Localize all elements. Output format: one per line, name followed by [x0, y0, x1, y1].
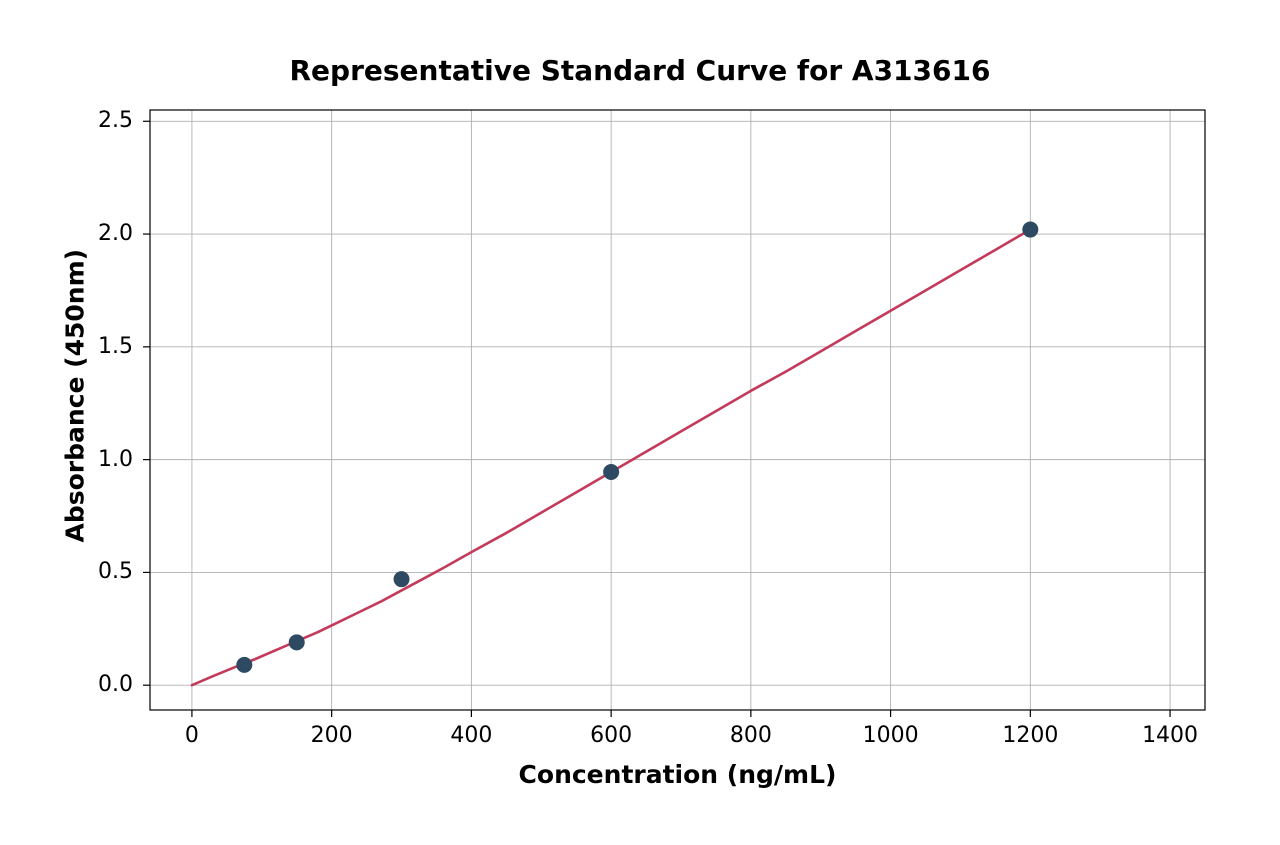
y-axis-label: Absorbance (450nm): [61, 283, 90, 543]
plot-area: [125, 100, 1220, 735]
chart-title: Representative Standard Curve for A31361…: [0, 54, 1280, 87]
figure: Representative Standard Curve for A31361…: [0, 0, 1280, 845]
x-axis-label: Concentration (ng/mL): [150, 760, 1205, 789]
